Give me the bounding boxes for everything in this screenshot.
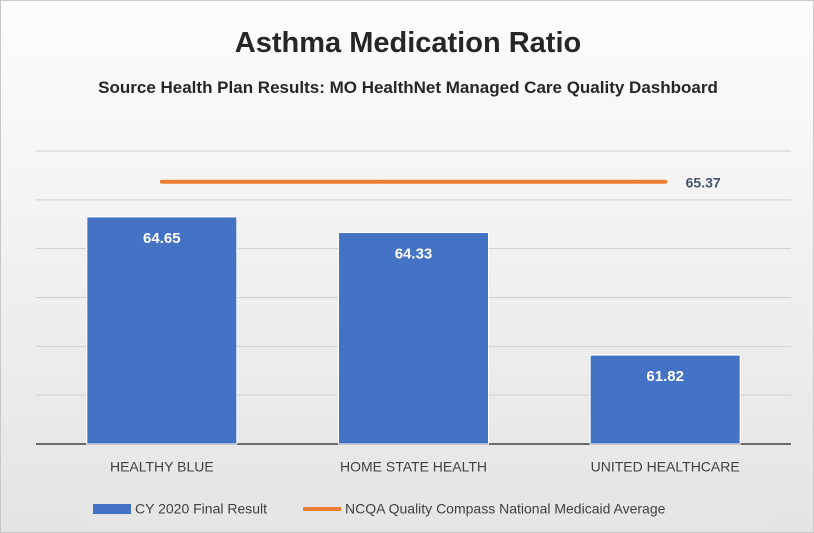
bar	[589, 354, 741, 445]
x-tick-label: HOME STATE HEALTH	[340, 459, 487, 475]
chart-title: Asthma Medication Ratio	[234, 27, 582, 59]
x-tick-label: HEALTHY BLUE	[110, 459, 214, 475]
data-label: 65.37	[686, 174, 721, 190]
bar	[86, 216, 238, 445]
legend-label: CY 2020 Final Result	[135, 501, 267, 517]
data-label: 64.33	[395, 246, 433, 263]
data-label: 64.65	[143, 230, 181, 247]
x-tick-label: UNITED HEALTHCARE	[591, 459, 740, 475]
legend-box	[83, 493, 773, 525]
data-label: 61.82	[646, 368, 684, 385]
bar	[338, 232, 489, 445]
legend-label: NCQA Quality Compass National Medicaid A…	[345, 501, 666, 517]
legend-swatch	[93, 504, 131, 514]
chart-subtitle: Source Health Plan Results: MO HealthNet…	[98, 78, 718, 97]
